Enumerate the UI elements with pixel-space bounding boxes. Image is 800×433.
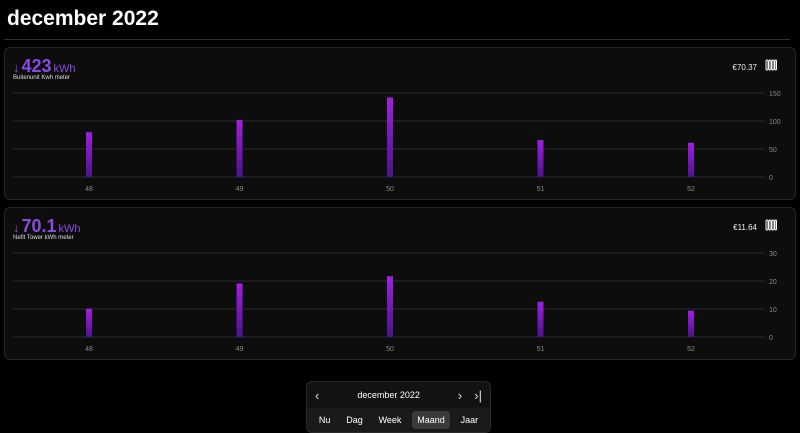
x-tick-label: 51 xyxy=(537,346,545,353)
x-tick-label: 49 xyxy=(236,186,244,193)
page-title: december 2022 xyxy=(7,7,159,30)
x-tick-label: 52 xyxy=(687,346,695,353)
bar[interactable] xyxy=(387,97,393,177)
tab-nu[interactable]: Nu xyxy=(318,415,331,425)
bar[interactable] xyxy=(537,301,544,337)
bar[interactable] xyxy=(236,119,243,177)
y-tick-label: 30 xyxy=(769,251,777,258)
y-tick-label: 10 xyxy=(769,307,777,314)
bar[interactable] xyxy=(236,283,243,337)
y-tick-label: 0 xyxy=(769,335,773,342)
bar[interactable] xyxy=(688,310,694,337)
y-tick-label: 20 xyxy=(769,279,777,286)
radiator-icon[interactable] xyxy=(765,219,777,231)
total-value: ↓ 423 kWh xyxy=(13,56,76,77)
tab-week[interactable]: Week xyxy=(378,415,402,425)
energy-card-0: 0 50 100 150 48 49 50 51 52 ↓ 423 kWh Buitenunit K… xyxy=(4,47,796,200)
period-label: december 2022 xyxy=(357,390,420,400)
next-period-button[interactable]: › xyxy=(457,387,463,403)
last-period-button[interactable]: ›| xyxy=(474,387,482,403)
unit: kWh xyxy=(53,63,76,75)
total-value: ↓ 70.1 kWh xyxy=(13,216,81,237)
bar[interactable] xyxy=(688,142,694,177)
arrow-down-icon: ↓ xyxy=(13,60,20,75)
energy-card-1: 0 10 20 30 48 49 50 51 52 ↓ 70.1 kWh Nefit Tower k… xyxy=(4,207,796,360)
tab-maand[interactable]: Maand xyxy=(412,411,450,429)
radiator-icon[interactable] xyxy=(765,59,777,71)
meter-label: Nefit Tower kWh meter xyxy=(13,235,74,241)
bar-chart: 0 10 20 30 48 49 50 51 52 xyxy=(13,251,777,353)
unit: kWh xyxy=(58,223,81,235)
x-tick-label: 51 xyxy=(537,186,545,193)
bar[interactable] xyxy=(387,276,393,337)
x-tick-label: 48 xyxy=(85,346,93,353)
bar[interactable] xyxy=(86,132,92,177)
value: 423 xyxy=(21,56,52,76)
x-tick-label: 50 xyxy=(386,346,394,353)
x-tick-label: 50 xyxy=(386,186,394,193)
bar[interactable] xyxy=(86,308,92,337)
divider xyxy=(4,39,790,40)
prev-period-button[interactable]: ‹ xyxy=(315,387,320,403)
meter-label: Buitenunit Kwh meter xyxy=(13,75,71,81)
tab-dag[interactable]: Dag xyxy=(346,415,363,425)
y-tick-label: 0 xyxy=(769,175,773,182)
cost-value: €70.37 xyxy=(732,63,757,72)
y-tick-label: 150 xyxy=(769,91,781,98)
value: 70.1 xyxy=(21,216,57,236)
tab-jaar[interactable]: Jaar xyxy=(460,415,479,425)
arrow-down-icon: ↓ xyxy=(13,220,20,235)
x-tick-label: 49 xyxy=(236,346,244,353)
period-navigator: ‹ december 2022 › ›| Nu Dag Week Maand Jaar xyxy=(306,381,491,433)
bar[interactable] xyxy=(537,140,544,177)
x-tick-label: 48 xyxy=(85,186,93,193)
cost-value: €11.64 xyxy=(733,223,757,232)
x-tick-label: 52 xyxy=(687,186,695,193)
y-tick-label: 100 xyxy=(769,119,781,126)
bar-chart: 0 50 100 150 48 49 50 51 52 xyxy=(13,91,781,193)
y-tick-label: 50 xyxy=(769,147,777,154)
